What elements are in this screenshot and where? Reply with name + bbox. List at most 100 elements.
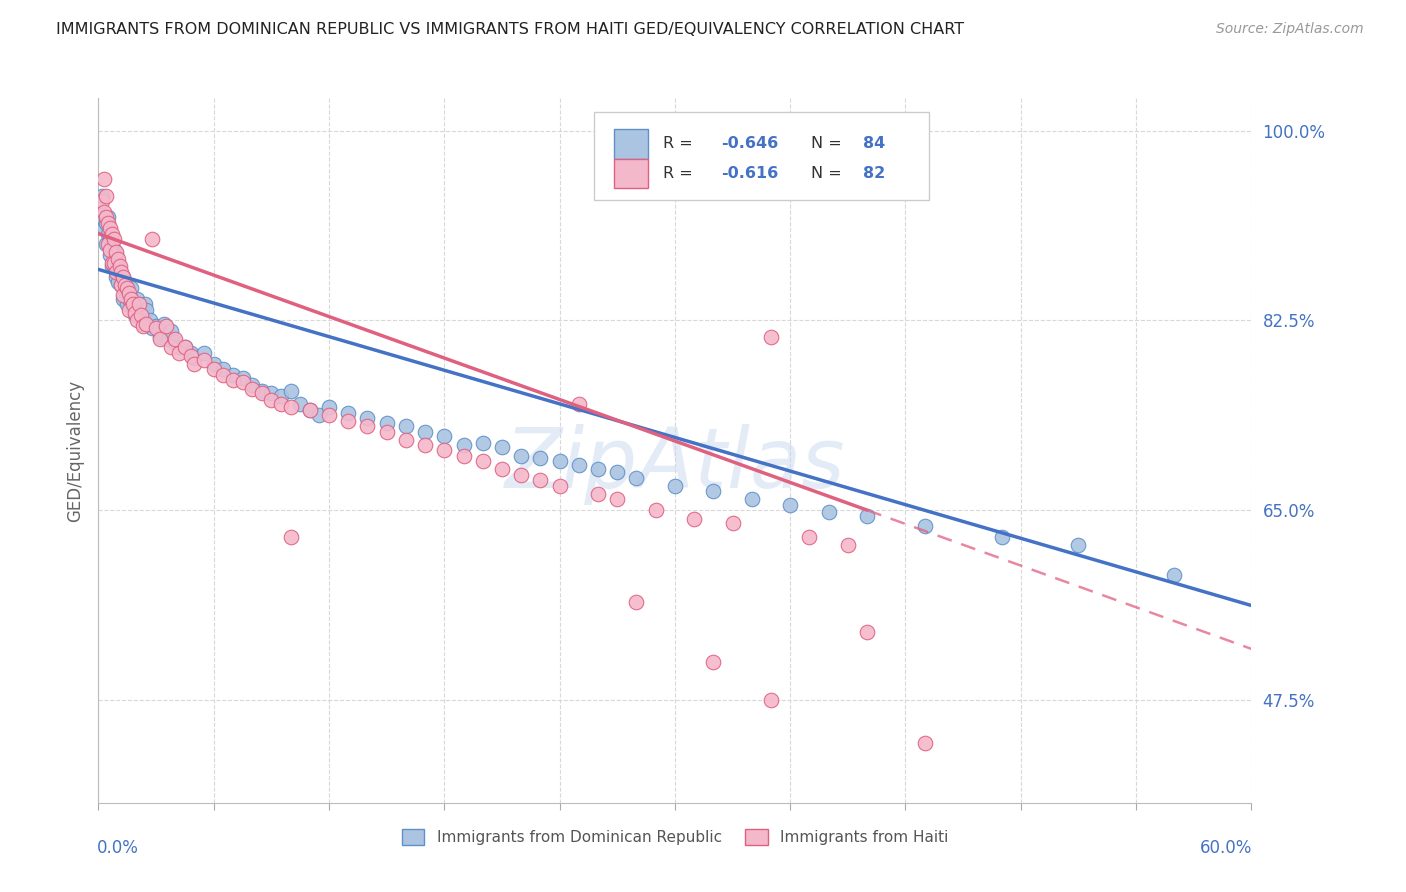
- Point: [160, 324, 183, 338]
- Point: [155, 318, 177, 333]
- Point: [174, 341, 197, 355]
- Point: [375, 417, 398, 431]
- Point: [586, 487, 609, 501]
- Point: [180, 349, 202, 363]
- Point: [1067, 538, 1090, 552]
- Point: [548, 479, 571, 493]
- Point: [165, 334, 187, 349]
- Point: [180, 346, 202, 360]
- Point: [356, 411, 378, 425]
- Point: [91, 194, 114, 208]
- Point: [856, 624, 879, 639]
- Point: [165, 332, 187, 346]
- Point: [98, 248, 121, 262]
- Point: [433, 429, 456, 443]
- Point: [93, 172, 115, 186]
- Point: [117, 281, 139, 295]
- Point: [260, 386, 283, 401]
- Text: R =: R =: [664, 166, 699, 181]
- Point: [94, 188, 117, 202]
- Point: [606, 465, 628, 479]
- Point: [222, 373, 245, 387]
- Point: [97, 211, 120, 225]
- Point: [586, 462, 609, 476]
- Point: [759, 329, 782, 343]
- Point: [117, 297, 139, 311]
- Point: [914, 736, 936, 750]
- Point: [644, 503, 666, 517]
- Point: [231, 371, 254, 385]
- Point: [112, 270, 135, 285]
- Point: [110, 277, 132, 292]
- Point: [914, 519, 936, 533]
- Point: [202, 357, 225, 371]
- Point: [94, 216, 117, 230]
- Point: [101, 256, 124, 270]
- Point: [128, 297, 150, 311]
- Point: [433, 443, 456, 458]
- Point: [120, 281, 142, 295]
- Text: 82: 82: [863, 166, 884, 181]
- Point: [280, 400, 302, 414]
- Point: [110, 264, 132, 278]
- Point: [250, 384, 273, 398]
- Point: [453, 438, 475, 452]
- Point: [990, 530, 1012, 544]
- Point: [174, 341, 197, 355]
- Point: [91, 211, 114, 225]
- Text: 60.0%: 60.0%: [1201, 839, 1253, 857]
- Point: [280, 530, 302, 544]
- Point: [318, 400, 340, 414]
- Point: [131, 317, 153, 331]
- Point: [702, 483, 724, 498]
- Point: [202, 362, 225, 376]
- Legend: Immigrants from Dominican Republic, Immigrants from Haiti: Immigrants from Dominican Republic, Immi…: [395, 823, 955, 852]
- Point: [270, 389, 292, 403]
- Point: [129, 308, 152, 322]
- Point: [308, 408, 330, 422]
- Point: [606, 492, 628, 507]
- Text: R =: R =: [664, 136, 699, 152]
- Text: ZipAtlas: ZipAtlas: [505, 424, 845, 505]
- Point: [122, 299, 145, 313]
- Point: [124, 306, 146, 320]
- Point: [193, 353, 215, 368]
- Point: [101, 237, 124, 252]
- Point: [107, 252, 129, 266]
- Point: [97, 237, 120, 252]
- Point: [683, 512, 706, 526]
- Point: [510, 468, 533, 483]
- Point: [110, 277, 132, 292]
- Point: [741, 492, 763, 507]
- Point: [135, 317, 157, 331]
- Point: [491, 440, 513, 454]
- Point: [112, 270, 135, 285]
- Point: [98, 221, 121, 235]
- Point: [98, 232, 121, 246]
- Point: [114, 284, 136, 298]
- Point: [139, 313, 162, 327]
- Point: [103, 232, 125, 246]
- Point: [453, 449, 475, 463]
- FancyBboxPatch shape: [595, 112, 928, 201]
- Point: [122, 297, 145, 311]
- Point: [548, 454, 571, 468]
- Point: [104, 264, 127, 278]
- Point: [101, 227, 124, 241]
- Point: [117, 281, 139, 295]
- Point: [664, 479, 686, 493]
- FancyBboxPatch shape: [614, 159, 648, 188]
- Point: [240, 378, 263, 392]
- Point: [160, 341, 183, 355]
- Y-axis label: GED/Equivalency: GED/Equivalency: [66, 379, 84, 522]
- Point: [167, 341, 190, 355]
- Point: [107, 276, 129, 290]
- Point: [280, 384, 302, 398]
- Point: [413, 438, 436, 452]
- Text: 84: 84: [863, 136, 884, 152]
- Point: [98, 243, 121, 257]
- Point: [91, 188, 114, 202]
- Point: [702, 655, 724, 669]
- FancyBboxPatch shape: [614, 129, 648, 159]
- Point: [290, 397, 312, 411]
